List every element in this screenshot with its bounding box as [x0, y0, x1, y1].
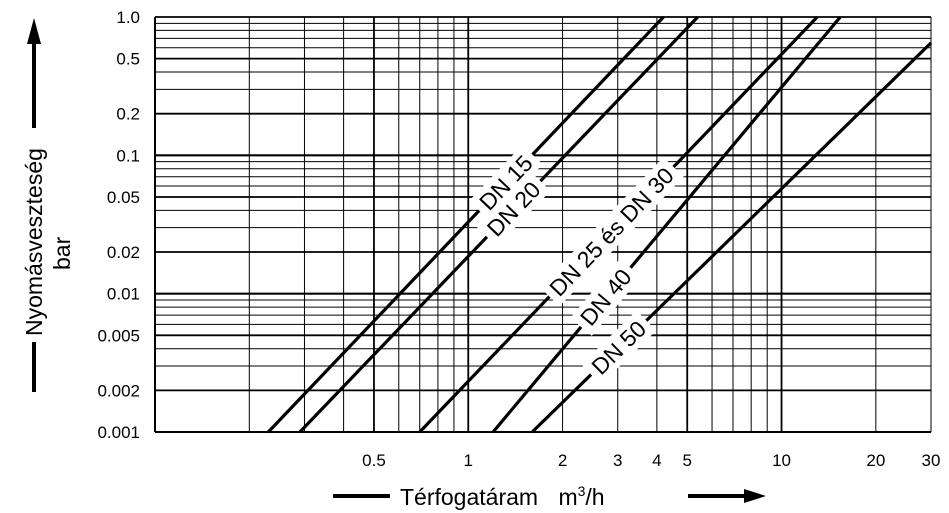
series-label-bg [539, 157, 684, 307]
grid [154, 16, 932, 433]
x-tick-label: 20 [866, 451, 885, 470]
y-tick-label: 0.001 [97, 423, 140, 442]
x-axis-title-text: Térfogatáram [400, 484, 538, 510]
y-axis-title-line1: Nyomásveszteség [21, 148, 47, 336]
x-axis-title: Térfogatáram m3/h [333, 483, 766, 510]
y-axis-title-line2: bar [49, 236, 75, 270]
x-tick-label: 10 [772, 451, 791, 470]
x-tick-label: 1 [464, 451, 473, 470]
series-label-bg [570, 258, 642, 336]
tick-layer: 0.5 1 2 3 4 5 10 20 30 0.001 0.002 0.005 0.01 0.02 0.0… [97, 8, 940, 470]
y-axis-title: Nyomásveszteség bar [21, 18, 75, 392]
series-line-1 [267, 15, 665, 434]
y-tick-label: 0.2 [116, 105, 140, 124]
y-tick-label: 0.5 [116, 50, 140, 69]
y-tick-label: 1.0 [116, 8, 140, 27]
x-tick-label: 2 [558, 451, 567, 470]
y-tick-label: 0.02 [107, 243, 140, 262]
x-tick-label: 3 [613, 451, 622, 470]
x-tick-label: 4 [652, 451, 661, 470]
y-tick-label: 0.002 [97, 381, 140, 400]
y-axis-arrow-icon [27, 18, 41, 128]
x-tick-label: 5 [682, 451, 691, 470]
series-label-bg [581, 310, 657, 385]
svg-text:Térfogatáram m3/h: Térfogatáram m3/h [400, 483, 605, 510]
series-label-bg [469, 144, 543, 221]
y-tick-label: 0.01 [107, 285, 140, 304]
x-axis-arrow-icon [688, 489, 766, 503]
series-line-4 [491, 15, 842, 434]
y-tick-label: 0.1 [116, 146, 140, 165]
x-axis-unit-rest: /h [585, 484, 604, 510]
x-axis-unit-base: m [558, 484, 577, 510]
x-tick-label: 30 [922, 451, 941, 470]
x-axis-unit-sup: 3 [578, 483, 586, 499]
y-tick-label: 0.005 [97, 326, 140, 345]
y-tick-label: 0.05 [107, 188, 140, 207]
series-label-bg [476, 171, 551, 247]
x-tick-label: 0.5 [362, 451, 386, 470]
